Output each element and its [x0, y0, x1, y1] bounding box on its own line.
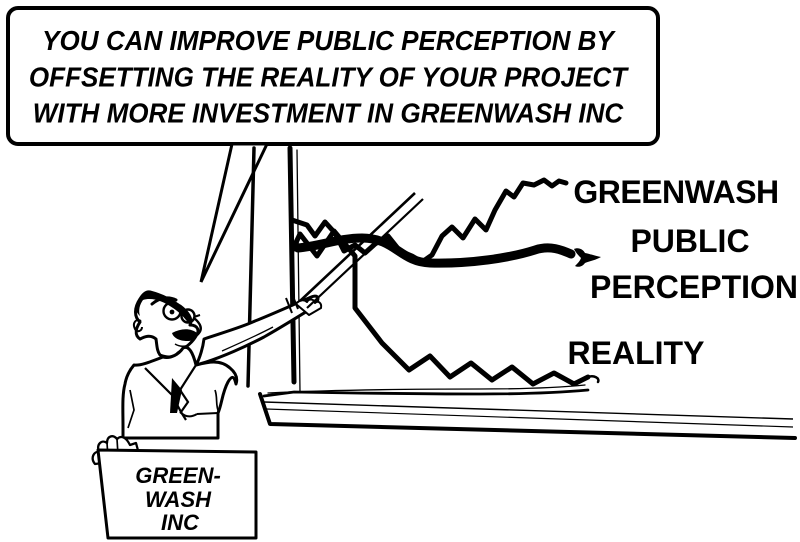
svg-text:YOU CAN IMPROVE PUBLIC PERCEPT: YOU CAN IMPROVE PUBLIC PERCEPTION BY — [42, 24, 616, 56]
svg-text:GREEN-: GREEN- — [135, 463, 221, 488]
svg-text:WITH MORE INVESTMENT IN GREENW: WITH MORE INVESTMENT IN GREENWASH INC — [33, 97, 624, 129]
svg-text:PUBLIC: PUBLIC — [630, 223, 749, 259]
svg-text:PERCEPTION: PERCEPTION — [590, 269, 798, 305]
svg-text:WASH: WASH — [145, 487, 212, 512]
svg-text:INC: INC — [161, 510, 200, 535]
svg-text:GREENWASH: GREENWASH — [573, 174, 778, 210]
svg-text:REALITY: REALITY — [568, 335, 705, 371]
svg-text:OFFSETTING THE REALITY OF YOUR: OFFSETTING THE REALITY OF YOUR PROJECT — [29, 60, 630, 92]
